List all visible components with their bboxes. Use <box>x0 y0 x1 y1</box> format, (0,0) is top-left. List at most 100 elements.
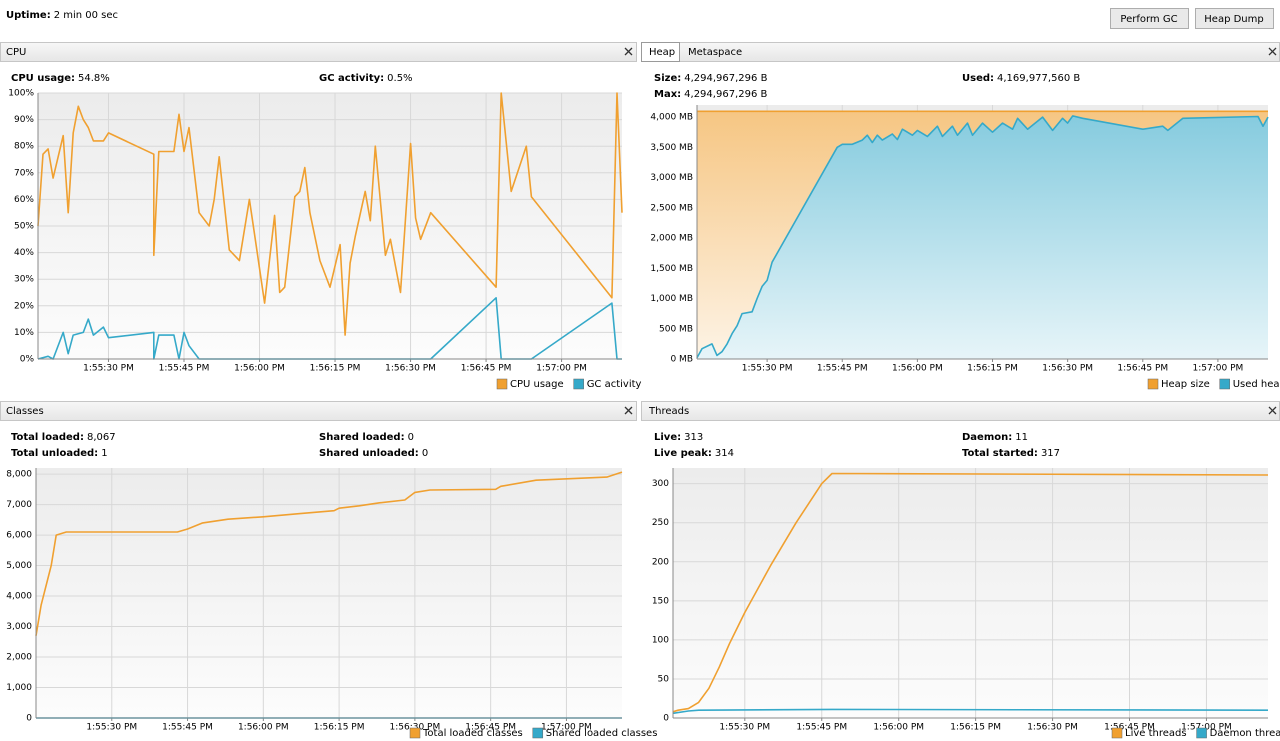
stat-value: 0 <box>408 432 414 443</box>
legend-label: Total loaded classes <box>422 728 523 739</box>
x-tick-label: 1:56:15 PM <box>950 723 1001 733</box>
legend-label: CPU usage <box>510 379 564 390</box>
y-tick-label: 7,000 <box>6 500 32 510</box>
close-icon[interactable] <box>1268 47 1277 56</box>
x-tick-label: 1:56:45 PM <box>1104 723 1155 733</box>
x-tick-label: 1:55:30 PM <box>719 723 770 733</box>
y-tick-label: 50% <box>14 222 34 232</box>
tab-label[interactable]: Heap <box>649 47 675 58</box>
legend-swatch <box>1111 727 1123 739</box>
y-tick-label: 90% <box>14 115 34 125</box>
y-tick-label: 0 <box>26 714 32 724</box>
x-tick-label: 1:56:15 PM <box>314 723 365 733</box>
stat-label: GC activity: <box>319 73 384 84</box>
x-tick-label: 1:55:45 PM <box>817 364 868 374</box>
stat: Live: 313 <box>654 432 703 443</box>
legend-swatch <box>573 378 584 390</box>
y-tick-label: 1,000 <box>6 683 32 693</box>
legend-label: Live threads <box>1125 728 1187 739</box>
stat-label: Size: <box>654 73 681 84</box>
panel-title: Threads <box>648 406 689 417</box>
stat: Live peak: 314 <box>654 448 734 459</box>
stat-label: CPU usage: <box>11 73 75 84</box>
button[interactable] <box>1110 8 1189 29</box>
stat-label: Daemon: <box>962 432 1012 443</box>
stat-label: Total started: <box>962 448 1038 459</box>
legend-swatch <box>409 727 421 739</box>
legend-swatch <box>532 727 544 739</box>
stat-label: Used: <box>962 73 994 84</box>
y-tick-label: 3,000 MB <box>650 173 693 183</box>
line <box>37 92 623 336</box>
stat-value: 4,294,967,296 B <box>684 73 767 84</box>
close-icon[interactable] <box>624 47 633 56</box>
tab-label[interactable]: Metaspace <box>688 47 742 58</box>
plot-area <box>36 468 622 718</box>
plot-area <box>673 468 1268 718</box>
button[interactable] <box>1195 8 1274 29</box>
line <box>672 708 1269 715</box>
stat: Daemon: 11 <box>962 432 1028 443</box>
tab-selected[interactable] <box>641 42 680 62</box>
y-tick-label: 8,000 <box>6 470 32 480</box>
y-tick-label: 5,000 <box>6 561 32 571</box>
legend-swatch <box>1219 378 1230 390</box>
stat: GC activity: 0.5% <box>319 73 413 84</box>
x-tick-label: 1:56:00 PM <box>234 364 285 374</box>
stat-value: 54.8% <box>78 73 110 84</box>
x-tick-label: 1:56:45 PM <box>465 723 516 733</box>
x-tick-label: 1:56:00 PM <box>892 364 943 374</box>
stat-value: 0 <box>422 448 428 459</box>
y-tick-label: 70% <box>14 168 34 178</box>
x-tick-label: 1:56:15 PM <box>310 364 361 374</box>
legend-swatch <box>1196 727 1207 739</box>
x-tick-label: 1:56:15 PM <box>967 364 1018 374</box>
uptime: Uptime: 2 min 00 sec <box>6 10 118 21</box>
x-tick-label: 1:56:30 PM <box>1027 723 1078 733</box>
stat: Total loaded: 8,067 <box>11 432 116 443</box>
stat-value: 313 <box>684 432 703 443</box>
line <box>672 472 1269 713</box>
stat-value: 4,294,967,296 B <box>684 89 767 100</box>
button-label[interactable]: Heap Dump <box>1204 14 1263 25</box>
stat-value: 4,169,977,560 B <box>997 73 1080 84</box>
button-label[interactable]: Perform GC <box>1120 14 1177 25</box>
x-tick-label: 1:55:30 PM <box>83 364 134 374</box>
line <box>696 115 1269 359</box>
stat-label: Total loaded: <box>11 432 84 443</box>
x-tick-label: 1:56:30 PM <box>390 723 441 733</box>
legend-swatch <box>1147 378 1159 390</box>
x-tick-label: 1:56:30 PM <box>1042 364 1093 374</box>
uptime-label: Uptime: <box>6 10 51 21</box>
stat: Size: 4,294,967,296 B <box>654 73 768 84</box>
y-tick-label: 0 <box>663 714 669 724</box>
stat-label: Shared loaded: <box>319 432 405 443</box>
y-tick-label: 300 <box>652 479 669 489</box>
x-tick-label: 1:57:00 PM <box>1181 723 1232 733</box>
line <box>37 297 622 360</box>
x-tick-label: 1:56:30 PM <box>385 364 436 374</box>
y-tick-label: 30% <box>14 275 34 285</box>
close-icon[interactable] <box>1268 406 1277 415</box>
y-tick-label: 50 <box>658 674 670 684</box>
y-tick-label: 3,000 <box>6 622 32 632</box>
panel-title: CPU <box>6 47 26 58</box>
stat-label: Max: <box>654 89 681 100</box>
close-icon[interactable] <box>624 406 633 415</box>
y-tick-label: 80% <box>14 142 34 152</box>
y-tick-label: 0% <box>20 355 35 365</box>
x-tick-label: 1:57:00 PM <box>541 723 592 733</box>
y-tick-label: 4,000 <box>6 592 32 602</box>
y-tick-label: 1,500 MB <box>650 264 693 274</box>
stat-value: 314 <box>715 448 734 459</box>
panel-header <box>641 401 1280 421</box>
legend-label: Used heap <box>1233 379 1280 390</box>
stat: Used: 4,169,977,560 B <box>962 73 1080 84</box>
x-tick-label: 1:55:45 PM <box>159 364 210 374</box>
stat: Total started: 317 <box>962 448 1060 459</box>
y-tick-label: 40% <box>14 248 34 258</box>
x-tick-label: 1:57:00 PM <box>536 364 587 374</box>
area <box>697 115 1268 360</box>
